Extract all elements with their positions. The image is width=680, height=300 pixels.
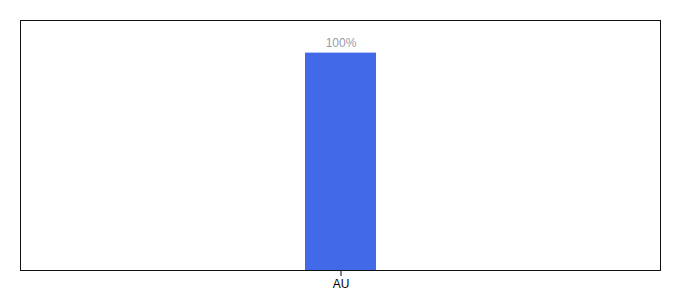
svg-text:100%: 100% [326,36,357,50]
svg-text:AU: AU [333,277,350,291]
